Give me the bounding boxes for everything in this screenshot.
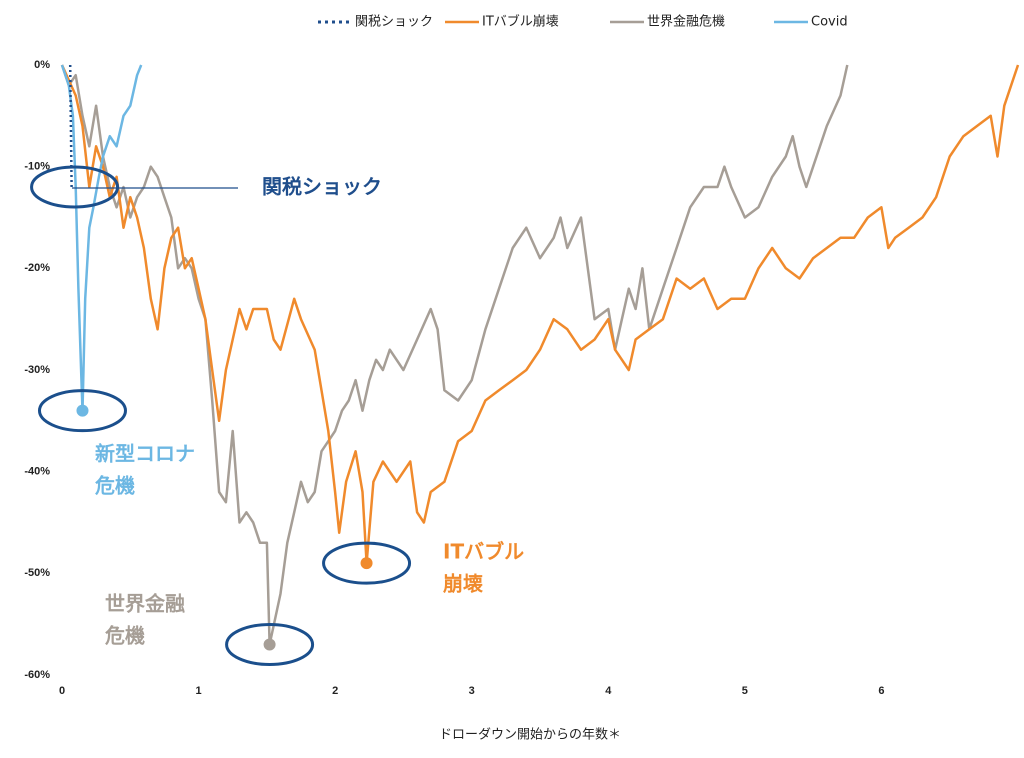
x-tick-label: 6 <box>878 685 884 697</box>
y-tick-label: -40% <box>24 466 50 478</box>
y-tick-label: -10% <box>24 161 50 173</box>
y-tick-label: -20% <box>24 262 50 274</box>
annotation: 関税ショック <box>262 175 382 199</box>
x-tick-label: 2 <box>332 685 338 697</box>
annotation: 危機 <box>95 474 135 498</box>
series-line <box>60 64 1020 565</box>
series-line <box>60 64 143 412</box>
legend-label: Covid <box>811 15 848 30</box>
highlight-ring <box>30 165 120 209</box>
legend-label: 世界金融危機 <box>647 14 725 30</box>
series-line <box>60 64 849 646</box>
annotation: 危機 <box>105 624 145 648</box>
trough-marker <box>263 638 276 651</box>
highlight-ring <box>225 623 315 666</box>
y-tick-label: -30% <box>24 364 50 376</box>
highlight-ring <box>37 389 127 433</box>
highlight-ring <box>322 541 412 585</box>
legend-label: ITバブル崩壊 <box>482 14 559 30</box>
trough-marker <box>76 404 89 417</box>
annotation: 崩壊 <box>443 572 484 596</box>
trough-marker <box>360 557 373 570</box>
annotation: 世界金融 <box>105 592 185 616</box>
y-tick-label: -60% <box>24 669 50 681</box>
y-tick-label: 0% <box>34 59 50 71</box>
x-tick-label: 4 <box>605 685 612 697</box>
annotation: 新型コロナ <box>95 442 195 466</box>
y-tick-label: -50% <box>24 567 50 579</box>
x-axis-label: ドローダウン開始からの年数＊ <box>439 728 621 743</box>
legend-label: 関税ショック <box>355 15 433 30</box>
x-tick-label: 3 <box>469 685 475 697</box>
x-tick-label: 0 <box>59 685 65 697</box>
x-tick-label: 5 <box>742 685 748 697</box>
annotation: ITバブル <box>443 540 524 564</box>
x-tick-label: 1 <box>196 685 202 697</box>
